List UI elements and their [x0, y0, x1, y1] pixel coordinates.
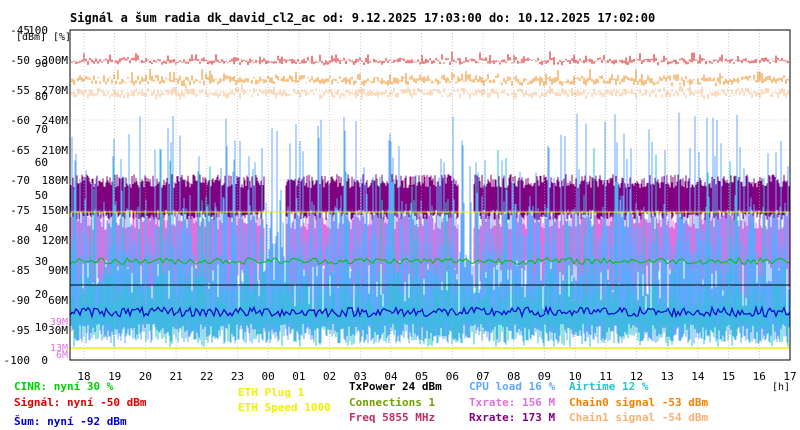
legend-connections: Connections 1 [349, 396, 436, 409]
rate-tick-label: 150M [42, 204, 69, 217]
legend-signal: Signál: nyní -50 dBm [14, 396, 147, 409]
percent-tick-label: 40 [35, 222, 48, 235]
percent-tick-label: 60 [35, 156, 48, 169]
x-tick-label: 23 [231, 370, 244, 383]
rate-tick-label: 120M [42, 234, 69, 247]
x-tick-label: 07 [476, 370, 489, 383]
x-tick-label: 09 [538, 370, 551, 383]
dbm-tick-label: -50 [10, 54, 30, 67]
x-tick-label: 04 [384, 370, 398, 383]
dbm-tick-label: -65 [10, 144, 30, 157]
x-tick-label: 08 [507, 370, 520, 383]
legend-txpower: TxPower 24 dBm [349, 380, 442, 393]
dbm-tick-label: -90 [10, 294, 30, 307]
x-tick-label: 20 [139, 370, 152, 383]
dbm-tick-label: -100 [4, 354, 31, 367]
x-tick-label: 19 [108, 370, 121, 383]
percent-tick-label: 50 [35, 189, 48, 202]
percent-tick-label: 20 [35, 288, 48, 301]
x-tick-label: 01 [292, 370, 305, 383]
x-tick-label: 05 [415, 370, 428, 383]
dbm-tick-label: -55 [10, 84, 30, 97]
legend-noise: Šum: nyní -92 dBm [14, 415, 127, 428]
legend-chain1: Chain1 signal -54 dBm [569, 411, 709, 424]
rate-low-tick-label: 39M [50, 317, 68, 328]
legend-airtime: Airtime 12 % [569, 380, 649, 393]
dbm-unit-label: [dBm] [16, 32, 46, 43]
x-tick-label: 15 [722, 370, 735, 383]
x-tick-label: 00 [262, 370, 275, 383]
dbm-tick-label: -45 [10, 24, 30, 37]
axes: -45-50-55-60-65-70-75-80-85-90-95-100100… [4, 24, 797, 383]
rate-tick-label: 60M [48, 294, 68, 307]
legend-cpu: CPU load 16 % [469, 380, 556, 393]
dbm-tick-label: -75 [10, 204, 30, 217]
rate-tick-label: 270M [42, 84, 69, 97]
dbm-tick-label: -60 [10, 114, 30, 127]
dbm-tick-label: -85 [10, 264, 30, 277]
legend-rxrate: Rxrate: 173 M [469, 411, 556, 424]
x-tick-label: 12 [630, 370, 643, 383]
plot-frame [69, 29, 791, 361]
legend-chain0: Chain0 signal -53 dBm [569, 396, 709, 409]
legend-freq: Freq 5855 MHz [349, 411, 436, 424]
legend-eth-plug: ETH Plug 1 [238, 386, 305, 399]
percent-tick-label: 0 [41, 354, 48, 367]
rate-tick-label: 30M [48, 324, 68, 337]
percent-tick-label: 80 [35, 90, 48, 103]
percent-tick-label: 70 [35, 123, 48, 136]
legend-txrate: Txrate: 156 M [469, 396, 556, 409]
dbm-tick-label: -95 [10, 324, 30, 337]
chart-title: Signál a šum radia dk_david_cl2_ac od: 9… [70, 11, 655, 26]
x-tick-label: 11 [599, 370, 612, 383]
legend-cinr: CINR: nyní 30 % [14, 380, 114, 393]
legend-eth-speed: ETH Speed 1000 [238, 401, 331, 414]
x-tick-label: 17 [783, 370, 796, 383]
series-noise [69, 304, 791, 319]
rate-low-tick-label: 6M [56, 350, 68, 361]
x-tick-label: 06 [446, 370, 459, 383]
x-tick-label: 18 [77, 370, 90, 383]
percent-tick-label: 30 [35, 255, 48, 268]
rate-tick-label: 210M [42, 144, 69, 157]
dbm-tick-label: -80 [10, 234, 30, 247]
rate-tick-label: 180M [42, 174, 69, 187]
percent-tick-label: 90 [35, 57, 48, 70]
x-tick-label: 22 [200, 370, 213, 383]
hours-unit-label: [h] [772, 382, 790, 393]
plot-area [69, 30, 791, 360]
x-tick-label: 14 [691, 370, 705, 383]
x-tick-label: 03 [354, 370, 367, 383]
x-tick-label: 13 [661, 370, 674, 383]
series-chain0 [69, 68, 789, 87]
x-tick-label: 10 [569, 370, 582, 383]
rate-tick-label: 90M [48, 264, 68, 277]
percent-tick-label: 10 [35, 321, 48, 334]
dbm-tick-label: -70 [10, 174, 30, 187]
x-tick-label: 02 [323, 370, 336, 383]
series-cinr [69, 256, 791, 266]
percent-unit-label: [%] [53, 32, 71, 43]
x-tick-label: 16 [753, 370, 766, 383]
rate-tick-label: 240M [42, 114, 69, 127]
percent-tick-label: 100 [28, 24, 48, 37]
rate-low-tick-label: 13M [50, 343, 68, 354]
rate-tick-label: 300M [42, 54, 69, 67]
x-tick-label: 21 [169, 370, 182, 383]
